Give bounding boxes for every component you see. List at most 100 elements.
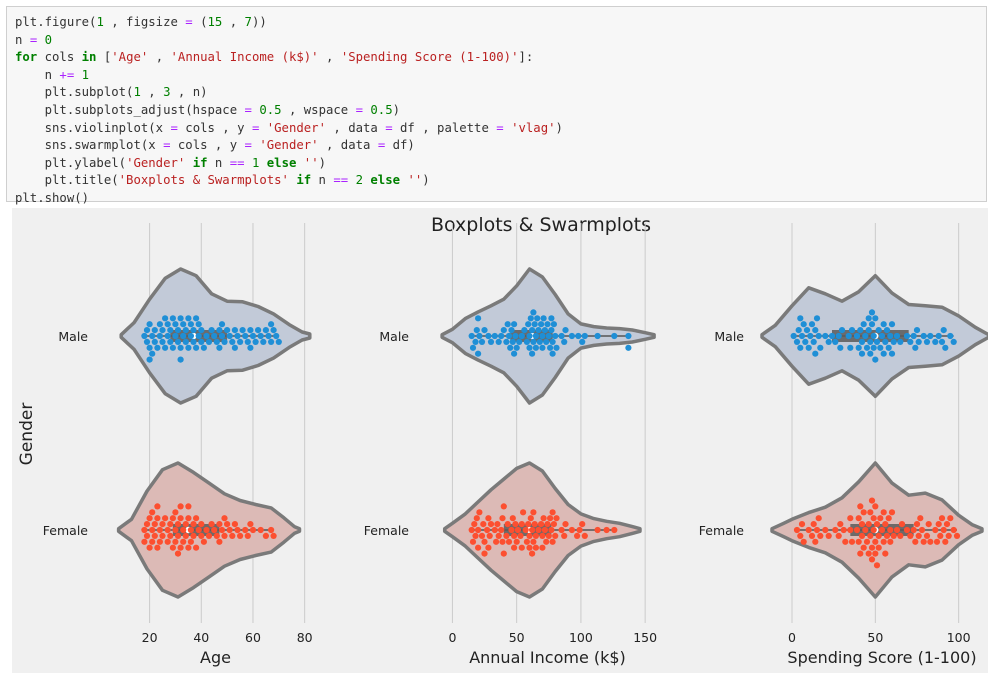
swarm-point: [495, 338, 502, 345]
x-tick-label: 80: [297, 630, 313, 645]
swarm-point: [932, 338, 939, 345]
y-tick-label: Male: [714, 329, 744, 344]
swarm-point: [182, 327, 189, 334]
swarm-point: [950, 526, 957, 534]
swarm-point: [509, 515, 516, 522]
swarm-point: [938, 515, 946, 522]
swarm-point: [543, 338, 550, 345]
swarm-point: [530, 309, 537, 316]
swarm-point: [471, 521, 478, 528]
swarm-point: [541, 327, 549, 334]
figure: Boxplots & Swarmplots Gender 20 40 60 80 Age…: [12, 208, 989, 673]
swarm-point: [594, 526, 601, 534]
swarm-point: [151, 532, 158, 539]
output-area: Boxplots & Swarmplots Gender 20 40 60 80 Age…: [12, 208, 989, 673]
swarm-point: [872, 315, 879, 322]
swarm-point: [270, 532, 277, 539]
swarm-point: [472, 338, 479, 345]
swarm-point: [532, 532, 540, 539]
swarm-point: [167, 532, 174, 539]
swarm-point: [880, 350, 887, 357]
code-token: cols , y: [170, 138, 245, 153]
swarm-point: [810, 338, 817, 345]
code-token: ): [422, 173, 430, 188]
swarm-point: [867, 509, 874, 516]
swarm-point: [504, 321, 511, 328]
swarm-point: [239, 327, 246, 334]
swarm-point: [180, 538, 187, 545]
swarm-point: [867, 350, 874, 357]
code-token: [74, 68, 81, 82]
swarm-point: [162, 344, 169, 351]
swarm-point: [485, 515, 492, 522]
swarm-point: [154, 344, 161, 351]
swarm-point: [817, 532, 824, 539]
swarm-point: [950, 338, 957, 345]
x-tick-label: 50: [867, 630, 883, 645]
y-tick-label: Female: [364, 523, 410, 538]
swarm-point: [190, 521, 197, 528]
swarm-point: [581, 332, 588, 340]
code-token: df , palette: [392, 120, 497, 135]
swarm-point: [216, 538, 223, 545]
code-token: [296, 156, 303, 170]
code-line: plt.show(): [15, 190, 563, 208]
swarm-point: [198, 338, 205, 345]
swarm-point: [798, 521, 806, 528]
swarm-point: [917, 515, 924, 522]
swarm-point: [216, 327, 223, 334]
swarm-point: [915, 338, 922, 345]
code-line: sns.violinplot(x = cols , y = 'Gender' ,…: [15, 120, 563, 138]
swarm-point: [218, 321, 226, 328]
swarm-point: [887, 332, 894, 340]
swarm-point: [146, 344, 153, 351]
swarm-point: [265, 332, 272, 340]
swarm-point: [190, 338, 197, 345]
swarm-point: [255, 327, 262, 334]
code-token: 1: [251, 155, 260, 170]
swarm-point: [500, 550, 507, 557]
swarm-point: [558, 332, 565, 340]
swarm-point: [832, 338, 839, 345]
swarm-point: [193, 344, 200, 351]
swarm-point: [508, 526, 515, 534]
code-token: 1: [81, 67, 90, 82]
swarm-point: [224, 521, 231, 528]
swarm-point: [868, 309, 876, 316]
swarm-point: [863, 538, 871, 545]
swarm-point: [146, 321, 153, 328]
swarm-point: [229, 532, 236, 539]
swarm-point: [927, 538, 934, 545]
swarm-point: [594, 332, 601, 340]
swarm-point: [529, 550, 536, 557]
swarm-point: [549, 509, 556, 516]
code-token: =: [355, 102, 363, 117]
subplot-2: 0 50 100 150 Annual Income (k$) Male Female: [364, 223, 657, 667]
swarm-point: [512, 521, 519, 528]
swarm-point: [213, 338, 220, 345]
x-tick-label: 50: [509, 630, 525, 645]
swarm-point: [473, 327, 480, 334]
code-token: else: [370, 173, 401, 188]
swarm-point: [226, 526, 233, 534]
x-tick-label: 150: [633, 630, 657, 645]
swarm-point: [920, 332, 927, 340]
figure-background: [12, 208, 988, 673]
code-token: , data: [325, 120, 386, 135]
swarm-point: [532, 344, 540, 351]
swarm-point: [213, 532, 220, 539]
swarm-point: [486, 532, 493, 539]
swarm-point: [545, 332, 552, 340]
swarm-point: [193, 515, 200, 522]
swarm-point: [151, 521, 158, 528]
swarm-point: [815, 332, 822, 340]
swarm-point: [190, 532, 197, 539]
swarm-point: [544, 321, 551, 328]
swarm-point: [868, 321, 876, 328]
swarm-point: [478, 338, 486, 345]
code-token: n: [15, 32, 30, 47]
code-token: =: [496, 120, 504, 135]
swarm-point: [574, 532, 581, 539]
